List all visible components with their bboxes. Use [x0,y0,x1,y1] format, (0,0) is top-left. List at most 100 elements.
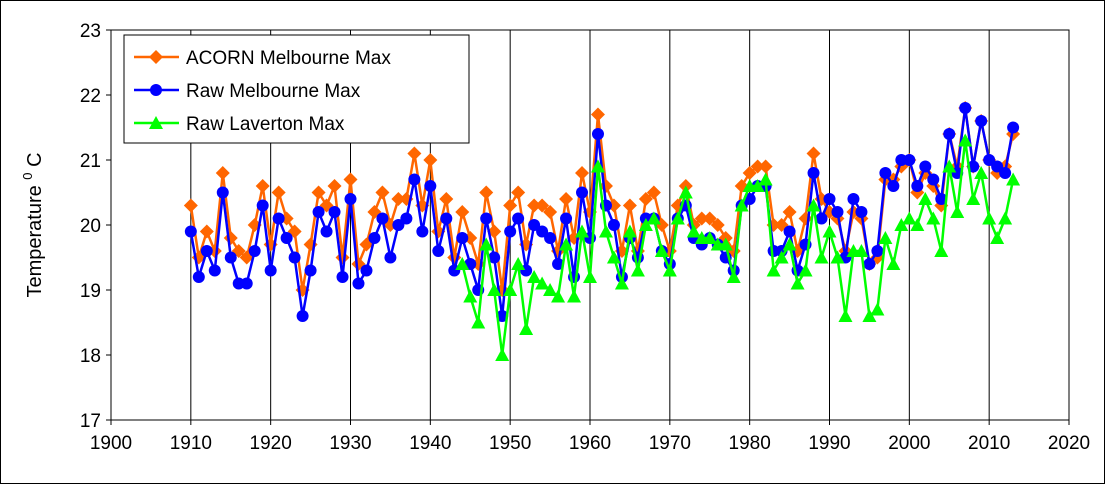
data-point [654,244,669,257]
data-point [311,185,326,200]
y-tick-label: 20 [80,216,101,237]
legend-item: ACORN Melbourne Max [134,48,391,69]
legend: ACORN Melbourne Max Raw Melbourne Max Raw … [123,34,470,144]
data-point [622,198,637,213]
data-point [255,179,270,193]
data-point [296,310,309,322]
data-point [552,258,565,270]
legend-item: Raw Melbourne Max [134,81,361,102]
data-point [902,211,917,225]
data-point [734,198,749,212]
data-point [991,160,1004,173]
data-point [815,212,828,225]
data-point [942,159,957,173]
data-point [184,225,197,238]
data-point [831,206,844,218]
data-point [208,264,221,277]
data-point [598,224,613,238]
data-point [407,146,422,161]
data-point [646,211,661,225]
x-tick-label: 1980 [729,433,771,454]
data-point [455,205,470,219]
y-tick-label: 19 [80,281,101,302]
data-point [391,192,406,206]
data-point [814,250,829,264]
data-point [638,218,653,231]
data-point [247,218,262,232]
data-point [622,224,637,238]
x-tick-label: 1920 [250,433,292,454]
y-tick-label: 21 [80,151,101,172]
data-point [927,173,940,186]
data-point [838,309,853,322]
data-point [590,159,605,173]
legend-item: Raw Laverton Max [134,114,345,135]
data-point [440,212,453,225]
data-point [999,167,1012,179]
data-point [479,185,494,200]
data-point [782,205,797,219]
data-point [240,277,253,290]
data-point [782,237,797,251]
data-point [320,225,333,238]
legend-label: Raw Melbourne Max [186,81,361,102]
y-axis-title-text: Temperature [24,185,46,297]
data-point [416,225,429,238]
data-point [215,166,230,180]
data-point [288,251,301,264]
data-point [718,237,733,251]
data-point [807,167,820,179]
data-point [304,264,317,277]
data-point [726,270,741,283]
data-point [702,211,717,226]
data-point [264,264,277,277]
data-point [919,160,932,173]
data-point [590,107,605,122]
data-point [456,232,469,244]
data-point [583,270,597,283]
x-tick-label: 1940 [409,433,451,454]
data-point [423,153,438,167]
data-point [806,198,821,212]
x-tick-label: 1910 [170,433,212,454]
data-point [335,250,350,265]
x-tick-label: 1930 [329,433,371,454]
x-tick-label: 1900 [90,433,132,454]
data-point [959,102,972,114]
data-point [400,212,413,225]
data-point [376,212,389,225]
data-point [742,166,757,180]
data-point [847,193,860,205]
data-point [670,211,685,225]
data-point [766,263,781,277]
data-point [903,154,916,166]
data-point [750,179,765,192]
data-point [662,263,677,277]
data-point [535,198,550,213]
data-point [488,251,501,264]
data-point [536,225,549,238]
y-tick-label: 17 [80,411,101,432]
data-point [910,218,925,231]
data-point [935,193,948,205]
series-3 [455,133,1021,361]
data-point [790,276,805,290]
data-point [368,232,381,244]
y-axis-title-superscript: 0 [20,172,35,179]
data-point [223,231,238,245]
data-point [998,211,1013,225]
data-point [879,167,892,179]
data-point [503,198,518,213]
data-point [774,250,789,264]
data-point [480,212,493,225]
y-tick-label: 23 [80,21,101,42]
x-tick-label: 2010 [968,433,1010,454]
data-point [495,348,510,361]
data-point [535,276,550,290]
data-point [496,310,509,322]
legend-marker [149,116,163,129]
data-point [543,283,558,296]
data-point [528,219,541,231]
data-point [694,211,709,226]
